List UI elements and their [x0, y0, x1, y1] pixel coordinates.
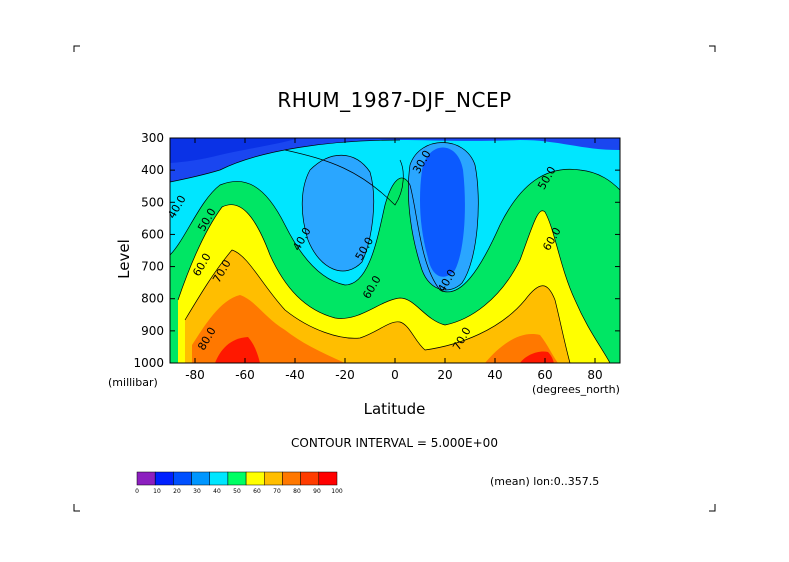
colorbar-swatch [154, 471, 174, 486]
contour-region-c90 [215, 337, 260, 363]
corner-mark-top-right [709, 45, 716, 52]
corner-marks [73, 45, 716, 512]
contour-interval-label: CONTOUR INTERVAL = 5.000E+00 [291, 436, 498, 450]
colorbar-label: 40 [213, 488, 221, 495]
x-tick-label: 20 [437, 368, 452, 382]
x-tick-label: 0 [391, 368, 399, 382]
colorbar-swatch [209, 471, 229, 486]
y-axis: 300 400 500 600 700 800 900 1000 [133, 131, 620, 370]
colorbar-swatch [264, 471, 283, 486]
colorbar-label: 0 [135, 488, 139, 495]
colorbar-label: 30 [193, 488, 201, 495]
x-tick-label: 80 [587, 368, 602, 382]
contour-line [177, 204, 611, 363]
y-tick-label: 900 [141, 324, 164, 338]
contour-line [408, 142, 479, 291]
colorbar-swatch [282, 471, 301, 486]
x-tick-label: -20 [335, 368, 355, 382]
colorbar-label: 10 [153, 488, 161, 495]
colorbar-swatch [136, 471, 156, 486]
y-tick-label: 500 [141, 195, 164, 209]
x-tick-label: 60 [537, 368, 552, 382]
colorbar-swatch [173, 471, 192, 486]
x-tick-label: -80 [185, 368, 205, 382]
y-tick-label: 600 [141, 227, 164, 241]
colorbar-swatch [191, 471, 210, 486]
colorbar: 0 10 20 30 40 50 60 70 80 90 100 [135, 471, 343, 495]
colorbar-label: 70 [273, 488, 281, 495]
contour-line [170, 168, 620, 293]
colorbar-label: 50 [233, 488, 241, 495]
colorbar-swatch [245, 471, 265, 486]
y-tick-label: 700 [141, 260, 164, 274]
corner-mark-bottom-left [73, 504, 80, 512]
y-tick-label: 800 [141, 292, 164, 306]
colorbar-swatch [227, 471, 247, 486]
longitude-annotation: (mean) lon:0..357.5 [490, 475, 600, 488]
corner-mark-top-left [73, 45, 80, 52]
colorbar-swatch [318, 471, 338, 486]
colorbar-swatch [300, 471, 320, 486]
x-tick-label: -40 [285, 368, 305, 382]
contour-line [301, 155, 375, 272]
colorbar-label: 90 [313, 488, 321, 495]
contour-region-c35 [302, 155, 374, 271]
contour-line [284, 149, 404, 206]
chart-title: RHUM_1987-DJF_NCEP [277, 88, 512, 112]
colorbar-label: 20 [173, 488, 181, 495]
y-tick-label: 1000 [133, 356, 164, 370]
y-tick-label: 300 [141, 131, 164, 145]
y-axis-unit: (millibar) [108, 376, 158, 389]
contour-region-c30 [420, 147, 465, 277]
contour-region-c15 [170, 138, 300, 163]
x-tick-label: 40 [487, 368, 502, 382]
corner-mark-bottom-right [709, 504, 716, 512]
contour-line [170, 139, 401, 183]
contour-field [170, 138, 620, 363]
colorbar-label: 100 [331, 488, 343, 495]
x-axis: -80 -60 -40 -20 0 20 40 60 80 [185, 138, 603, 382]
contour-region-c25 [170, 138, 620, 182]
colorbar-label: 80 [293, 488, 301, 495]
colorbar-label: 60 [253, 488, 261, 495]
y-tick-label: 400 [141, 163, 164, 177]
y-axis-label: Level [115, 239, 133, 279]
x-axis-unit: (degrees_north) [532, 383, 620, 396]
x-tick-label: -60 [235, 368, 255, 382]
x-axis-label: Latitude [363, 400, 426, 418]
contour-line [184, 249, 571, 363]
